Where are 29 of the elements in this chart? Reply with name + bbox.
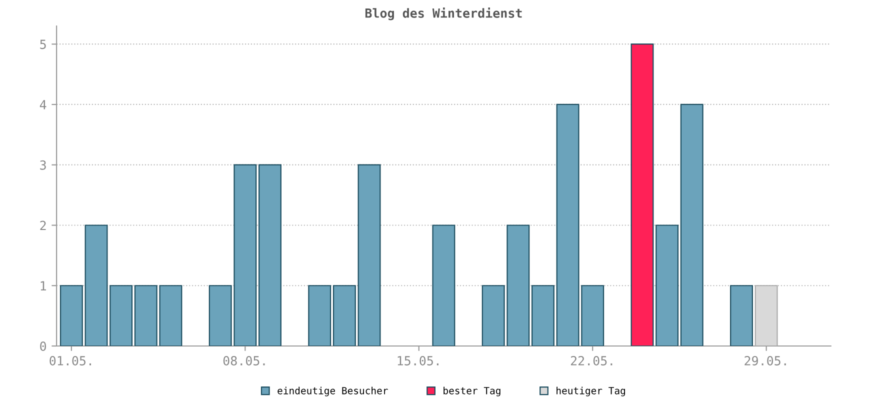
bar — [60, 285, 83, 346]
bar — [258, 164, 282, 346]
bar — [308, 285, 332, 346]
bar — [84, 224, 108, 346]
x-tick-label: 01.05. — [50, 356, 92, 366]
x-tick-label: 22.05. — [570, 356, 612, 366]
bar — [110, 285, 133, 346]
bar — [531, 285, 554, 346]
bar — [656, 224, 679, 346]
y-tick-label: 5 — [40, 40, 46, 50]
y-tick-label: 2 — [40, 220, 46, 230]
x-tick-label: 15.05. — [398, 356, 438, 366]
y-tick-label: 3 — [40, 160, 46, 170]
y-tick-label: 4 — [40, 100, 46, 110]
chart-title: Blog des Winterdienst — [365, 8, 522, 20]
bar — [754, 285, 778, 346]
bar — [358, 164, 381, 346]
bar — [730, 285, 753, 346]
bar — [630, 44, 654, 346]
bar — [680, 104, 704, 346]
legend-label: eindeutige Besucher — [278, 386, 388, 396]
x-tick-label: 29.05. — [744, 356, 786, 366]
y-tick-label: 1 — [40, 281, 46, 290]
x-tick-label: 08.05. — [223, 356, 265, 366]
bar — [332, 285, 356, 346]
bar — [432, 224, 456, 346]
legend-label: heutiger Tag — [556, 386, 626, 396]
y-tick-label: 0 — [40, 342, 46, 351]
legend-label: bester Tag — [444, 386, 500, 396]
